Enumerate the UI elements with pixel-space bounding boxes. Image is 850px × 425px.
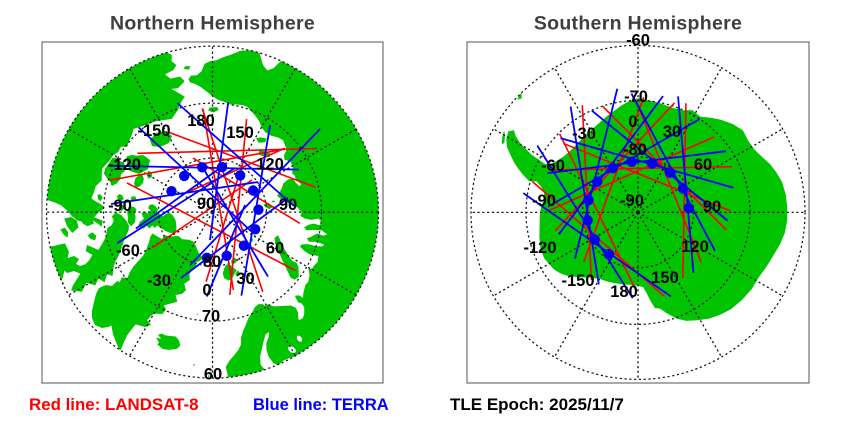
- svg-text:70: 70: [202, 307, 220, 325]
- svg-text:-150: -150: [561, 272, 594, 290]
- svg-text:0: 0: [202, 281, 211, 299]
- svg-text:150: 150: [651, 269, 679, 287]
- svg-text:Southern Hemisphere: Southern Hemisphere: [534, 13, 742, 35]
- svg-text:150: 150: [226, 124, 254, 142]
- svg-text:-80: -80: [623, 141, 647, 159]
- svg-text:Northern Hemisphere: Northern Hemisphere: [110, 13, 315, 35]
- svg-text:Red line: LANDSAT-8: Red line: LANDSAT-8: [29, 395, 199, 414]
- svg-text:-60: -60: [541, 157, 565, 175]
- svg-text:80: 80: [203, 253, 221, 271]
- svg-text:-60: -60: [626, 32, 650, 50]
- svg-text:90: 90: [279, 196, 297, 214]
- svg-text:-60: -60: [116, 242, 140, 260]
- svg-text:120: 120: [256, 155, 284, 173]
- svg-text:60: 60: [204, 365, 222, 383]
- svg-text:180: 180: [187, 112, 215, 130]
- svg-text:30: 30: [663, 123, 681, 141]
- svg-text:Blue line: TERRA: Blue line: TERRA: [253, 396, 389, 414]
- svg-text:90: 90: [197, 195, 215, 213]
- svg-text:-120: -120: [523, 239, 556, 257]
- svg-text:-90: -90: [108, 197, 132, 215]
- svg-text:60: 60: [694, 156, 712, 174]
- svg-text:-70: -70: [624, 88, 648, 106]
- svg-text:120: 120: [681, 238, 709, 256]
- svg-text:TLE Epoch: 2025/11/7: TLE Epoch: 2025/11/7: [450, 395, 624, 414]
- svg-text:-30: -30: [147, 272, 171, 290]
- svg-text:90: 90: [703, 198, 721, 216]
- svg-text:-30: -30: [572, 125, 596, 143]
- svg-text:30: 30: [236, 270, 254, 288]
- svg-text:60: 60: [266, 239, 284, 257]
- svg-text:-90: -90: [620, 192, 644, 210]
- svg-text:-90: -90: [532, 192, 556, 210]
- svg-text:-120: -120: [108, 156, 141, 174]
- svg-text:180: 180: [610, 283, 638, 301]
- svg-text:0: 0: [628, 113, 637, 131]
- svg-text:-150: -150: [137, 122, 170, 140]
